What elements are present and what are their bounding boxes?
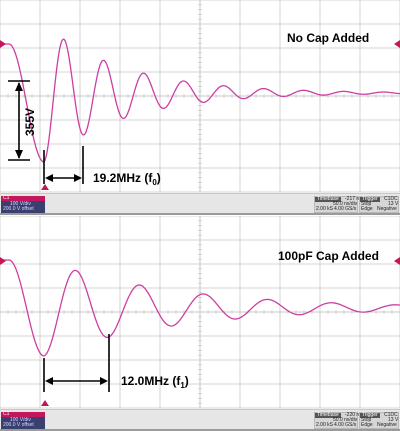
arrow-right-icon [100, 377, 108, 385]
timebase-sample-rate: 4.00 GS/s [334, 422, 357, 428]
trigger-descriptor[interactable]: Trigger C1DC Stop 13 V Edge Negative [359, 412, 399, 429]
trigger-mode: Stop [361, 201, 372, 207]
timebase-header: Timebase [315, 412, 341, 418]
divider [0, 213, 400, 215]
trigger-type: Edge [361, 422, 373, 428]
scope-panel-100pf-cap: 12.0MHz (f1) 100pF Cap Added C1 100 V/di… [0, 216, 400, 431]
frequency-label: 12.0MHz (f1) [121, 374, 189, 390]
timebase-sample-rate: 4.00 GS/s [334, 206, 357, 212]
arrow-right-icon [74, 174, 82, 182]
panel-annotation: 100pF Cap Added [278, 249, 379, 263]
arrow-left-icon [45, 174, 53, 182]
arrow-left-icon [45, 377, 53, 385]
arrow-down-icon [15, 150, 23, 159]
timebase-samples: 2.00 kS [316, 422, 333, 428]
channel-scale: 100 V/div [10, 201, 31, 207]
scope-panel-no-cap: 355V 19.2MHz (f0) No Cap Added C1 100 V/… [0, 0, 400, 215]
panel-annotation: No Cap Added [287, 31, 370, 45]
frequency-label: 19.2MHz (f0) [93, 171, 161, 187]
channel-offset: 200.0 V offset [3, 206, 34, 212]
waveform-trace [0, 259, 400, 357]
timebase-scale: 50.0 ns/div [333, 201, 358, 207]
status-bar: C1 100 V/div 200.0 V offset Timebase -22… [0, 409, 400, 431]
scope-grid [0, 0, 400, 193]
channel-descriptor[interactable]: C1 100 V/div 200.0 V offset [1, 412, 45, 429]
period-measurement-marker [43, 334, 110, 392]
trigger-level-marker-icon [394, 40, 400, 48]
trigger-mode: Stop [361, 417, 372, 423]
timebase-delay: -220 ns [345, 412, 362, 418]
trigger-level: 13 V [388, 417, 399, 423]
trigger-header: Trigger [360, 196, 380, 202]
timebase-header: Timebase [315, 196, 341, 202]
scope-grid [0, 216, 400, 409]
timebase-descriptor[interactable]: Timebase -217 ns 50.0 ns/div 2.00 kS 4.0… [314, 196, 362, 213]
ground-marker-icon [0, 257, 6, 265]
trigger-slope: Negative [377, 422, 397, 428]
timebase-descriptor[interactable]: Timebase -220 ns 50.0 ns/div 2.00 kS 4.0… [314, 412, 362, 429]
voltage-measurement-marker [8, 80, 30, 161]
trigger-source: C1DC [384, 196, 398, 202]
trigger-time-marker-icon [41, 184, 49, 190]
trigger-header: Trigger [360, 412, 380, 418]
arrow-up-icon [15, 82, 23, 91]
channel-descriptor[interactable]: C1 100 V/div 200.0 V offset [1, 196, 45, 213]
trigger-descriptor[interactable]: Trigger C1DC Stop 13 V Edge Negative [359, 196, 399, 213]
scope-display: 355V 19.2MHz (f0) [0, 0, 400, 193]
channel-scale: 100 V/div [10, 417, 31, 423]
trigger-type: Edge [361, 206, 373, 212]
waveform-trace [0, 38, 400, 163]
channel-label: C1 [3, 195, 10, 201]
channel-offset: 200.0 V offset [3, 422, 34, 428]
voltage-label: 355V [23, 108, 37, 136]
trigger-time-marker-icon [41, 400, 49, 406]
timebase-scale: 50.0 ns/div [333, 417, 358, 423]
channel-label: C1 [3, 411, 10, 417]
channel-tab: C1 [1, 196, 45, 201]
timebase-delay: -217 ns [345, 196, 362, 202]
trigger-level-marker-icon [394, 257, 400, 265]
timebase-samples: 2.00 kS [316, 206, 333, 212]
channel-tab: C1 [1, 412, 45, 417]
ground-marker-icon [0, 40, 6, 48]
trigger-source: C1DC [384, 412, 398, 418]
trigger-slope: Negative [377, 206, 397, 212]
trigger-level: 13 V [388, 201, 399, 207]
scope-display: 12.0MHz (f1) [0, 216, 400, 409]
status-bar: C1 100 V/div 200.0 V offset Timebase -21… [0, 193, 400, 215]
